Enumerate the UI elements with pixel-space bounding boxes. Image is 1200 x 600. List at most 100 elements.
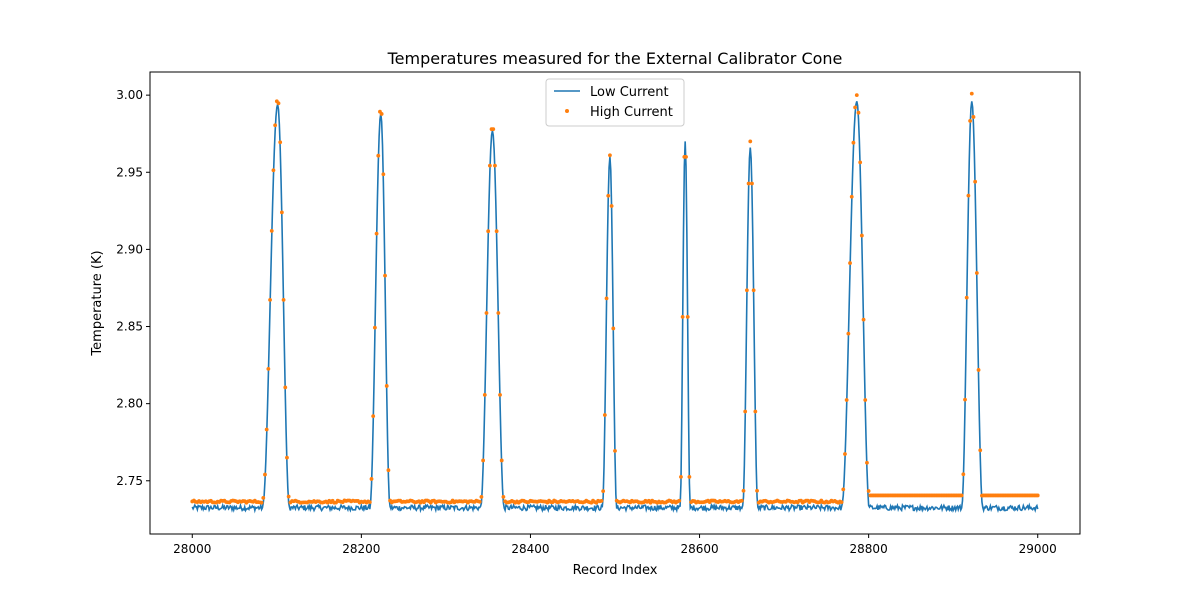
data-point [680,314,685,319]
x-axis: 28000 28200 28400 28600 28800 29000 [173,534,1057,556]
data-point [849,194,854,199]
data-point [481,458,486,463]
axes-frame [149,71,1081,535]
data-point [744,288,749,293]
data-point [384,384,389,388]
data-point [753,409,758,414]
data-point [479,494,484,499]
legend: Low Current High Current [545,78,685,127]
data-point [386,468,391,473]
data-point [268,298,272,302]
data-point [685,314,690,319]
data-point [854,93,859,98]
data-point [286,494,291,499]
series-scatter-high-current [190,91,1040,505]
data-point [743,409,748,414]
data-point [266,367,271,371]
data-point [863,398,868,402]
data-point [281,298,286,302]
data-point [961,472,966,477]
x-tick-label: 29000 [1019,542,1057,556]
data-point [978,448,983,453]
data-point [861,317,866,322]
data-point [966,193,971,198]
data-point [848,261,852,265]
data-point [369,477,374,481]
data-point [687,474,692,479]
chart-title: Temperatures measured for the External C… [387,49,843,68]
data-point [959,493,964,498]
x-axis-label: Record Index [573,563,658,578]
data-point [602,413,607,417]
data-point [839,500,844,505]
y-tick-label: 2.80 [116,397,143,411]
data-point [379,112,384,116]
data-point [482,392,487,397]
data-point [968,119,972,123]
data-point [501,494,506,499]
data-point [844,398,849,402]
data-point [477,499,482,504]
data-point [843,452,847,456]
y-axis-label: Temperature (K) [90,250,105,356]
data-point [261,496,266,500]
data-point [278,140,283,145]
data-point [376,153,381,158]
data-point [859,233,864,238]
data-point [381,172,386,177]
data-point [259,500,264,505]
data-point [486,229,491,234]
data-point [609,204,614,208]
data-point [285,455,289,460]
data-point [279,210,284,215]
data-point [606,193,611,198]
data-point [739,498,744,503]
data-point [750,181,754,186]
data-point [283,385,288,390]
data-point [684,155,688,159]
data-point [604,296,609,301]
data-point [271,168,276,173]
x-tick-label: 28200 [342,542,380,556]
data-point [484,311,489,315]
data-point [679,474,683,479]
data-point [973,179,978,184]
y-tick-label: 2.85 [116,320,143,334]
data-point [498,392,502,397]
data-point [263,472,267,477]
data-point [856,110,861,115]
data-point [963,397,967,402]
legend-box [545,78,685,127]
data-point [276,101,281,106]
data-point [494,229,499,234]
data-point [372,325,377,330]
data-point [851,140,856,145]
data-point [971,115,976,119]
data-point [964,295,969,300]
y-tick-label: 2.95 [116,165,143,179]
data-point [611,326,616,331]
data-point [741,488,746,493]
data-point [858,160,863,165]
data-point [269,229,274,233]
y-tick-label: 2.75 [116,474,143,488]
data-point [755,488,759,493]
data-point [865,460,869,465]
data-point [677,498,682,503]
data-point [1035,493,1040,498]
data-point [599,498,604,503]
y-tick-label: 2.90 [116,242,143,256]
data-point [374,231,379,236]
data-point [866,489,871,493]
plot-area [190,91,1040,514]
data-point [493,163,497,168]
data-point [846,331,851,336]
x-tick-label: 28600 [680,542,718,556]
series-line-low-current [191,101,1039,514]
data-point [841,487,846,492]
data-point [601,489,606,494]
data-point [976,368,981,372]
data-point [264,427,269,432]
data-point [969,91,974,96]
